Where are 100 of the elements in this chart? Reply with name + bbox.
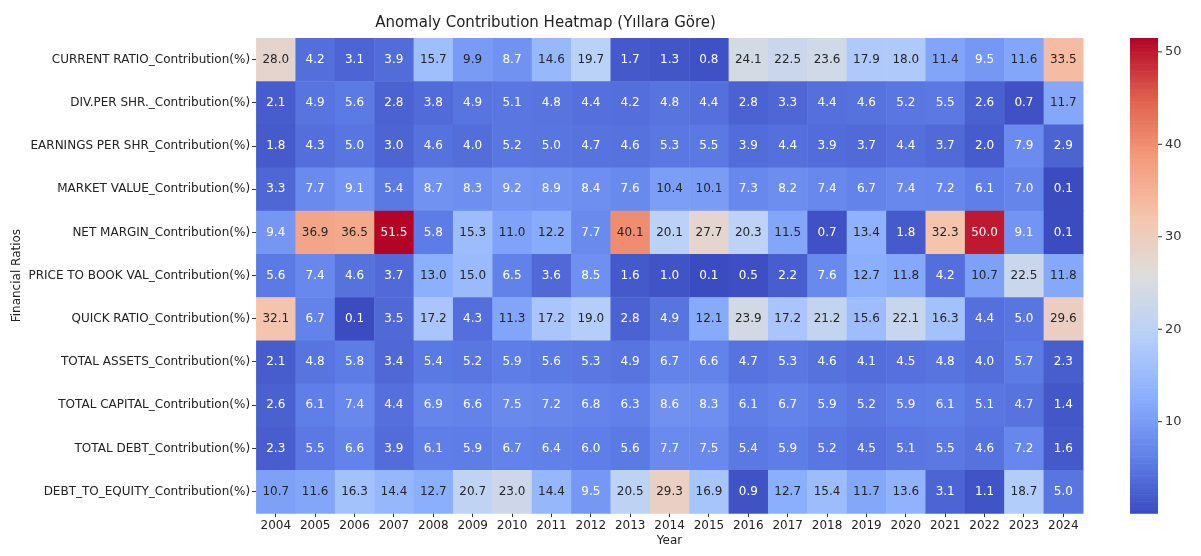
data-label: 40.1 xyxy=(616,224,644,239)
data-label: 33.5 xyxy=(1049,51,1077,66)
data-label: 8.2 xyxy=(778,181,798,196)
data-label: 50.0 xyxy=(971,224,998,239)
data-label: 0.9 xyxy=(738,483,758,498)
data-label: 9.1 xyxy=(1014,224,1034,239)
data-label: 5.6 xyxy=(344,94,365,109)
data-label: 4.4 xyxy=(975,310,995,325)
data-label: 20.1 xyxy=(656,224,683,239)
data-label: 1.1 xyxy=(975,483,995,498)
color-bar-label: 10 xyxy=(1165,413,1182,429)
data-label: 4.0 xyxy=(975,354,995,369)
data-label: 4.0 xyxy=(463,138,483,153)
data-label: 1.8 xyxy=(896,224,916,239)
data-label: 7.7 xyxy=(305,181,325,196)
data-label: 1.7 xyxy=(620,51,640,66)
data-label: 3.9 xyxy=(817,138,837,153)
data-label: 15.6 xyxy=(853,310,880,325)
data-label: 5.3 xyxy=(659,138,680,153)
data-label: 2.2 xyxy=(778,267,798,282)
data-label: 9.5 xyxy=(581,483,601,498)
data-label: 6.1 xyxy=(305,397,325,412)
data-label: 7.7 xyxy=(581,224,601,239)
data-label: 4.7 xyxy=(738,354,758,369)
data-label: 3.3 xyxy=(778,94,798,109)
data-label: 4.5 xyxy=(896,354,916,369)
data-label: 3.0 xyxy=(384,138,404,153)
data-label: 12.7 xyxy=(774,483,802,498)
data-label: 4.6 xyxy=(620,138,640,153)
data-label: 7.6 xyxy=(620,181,640,196)
x-tick-label: 2024 xyxy=(1048,517,1079,532)
y-tick-label: DIV.PER SHR._Contribution(%) xyxy=(70,94,251,109)
data-label: 5.5 xyxy=(305,440,325,455)
y-tick-label: EARNINGS PER SHR_Contribution(%) xyxy=(30,138,251,153)
data-label: 6.5 xyxy=(502,267,522,282)
data-label: 3.8 xyxy=(423,94,443,109)
x-tick-label: 2016 xyxy=(733,517,764,532)
data-label: 14.4 xyxy=(380,483,408,498)
data-label: 16.9 xyxy=(695,483,723,498)
data-label: 36.5 xyxy=(341,224,368,239)
data-label: 2.1 xyxy=(266,354,286,369)
data-label: 3.7 xyxy=(856,138,876,153)
data-label: 9.2 xyxy=(502,181,522,196)
data-label: 2.6 xyxy=(975,94,995,109)
x-tick-label: 2008 xyxy=(418,517,449,532)
x-tick-label: 2010 xyxy=(496,517,528,532)
data-label: 0.8 xyxy=(699,51,719,66)
data-label: 20.7 xyxy=(459,483,487,498)
data-label: 4.7 xyxy=(581,138,601,153)
data-label: 5.8 xyxy=(344,354,365,369)
x-tick-label: 2006 xyxy=(339,517,370,532)
data-label: 9.4 xyxy=(266,224,286,239)
data-label: 11.7 xyxy=(1049,94,1077,109)
data-label: 0.1 xyxy=(1053,224,1073,239)
data-label: 8.7 xyxy=(423,181,443,196)
data-label: 36.9 xyxy=(301,224,329,239)
data-label: 5.8 xyxy=(423,224,443,239)
data-label: 3.4 xyxy=(384,354,404,369)
x-tick-label: 2013 xyxy=(614,517,646,532)
data-label: 4.8 xyxy=(659,94,680,109)
data-label: 2.8 xyxy=(738,94,758,109)
data-label: 8.3 xyxy=(699,397,719,412)
data-label: 3.7 xyxy=(384,267,404,282)
data-label: 2.9 xyxy=(1053,138,1073,153)
data-label: 6.1 xyxy=(935,397,955,412)
data-label: 7.4 xyxy=(305,267,325,282)
data-label: 3.5 xyxy=(384,310,404,325)
color-bar-label: 20 xyxy=(1165,320,1182,336)
data-label: 4.9 xyxy=(463,94,483,109)
data-label: 17.2 xyxy=(774,310,802,325)
data-label: 4.2 xyxy=(935,267,955,282)
data-label: 4.4 xyxy=(384,397,404,412)
data-label: 5.3 xyxy=(581,354,601,369)
data-label: 7.4 xyxy=(896,181,916,196)
data-label: 5.7 xyxy=(1014,354,1034,369)
data-label: 2.0 xyxy=(975,138,995,153)
data-label: 5.5 xyxy=(935,94,955,109)
data-label: 4.4 xyxy=(896,138,916,153)
x-tick-label: 2018 xyxy=(811,517,843,532)
data-label: 12.7 xyxy=(853,267,880,282)
x-tick-label: 2011 xyxy=(536,517,567,532)
data-label: 0.7 xyxy=(1014,94,1034,109)
data-label: 3.7 xyxy=(935,138,955,153)
y-tick-label: QUICK RATIO_Contribution(%) xyxy=(71,310,251,325)
y-tick-label: TOTAL DEBT_Contribution(%) xyxy=(73,440,251,455)
x-tick-label: 2004 xyxy=(260,517,292,532)
data-label: 6.9 xyxy=(423,397,443,412)
data-label: 5.9 xyxy=(502,354,522,369)
y-tick-label: TOTAL CAPITAL_Contribution(%) xyxy=(57,397,251,412)
y-tick-label: CURRENT RATIO_Contribution(%) xyxy=(51,51,251,66)
x-tick-label: 2019 xyxy=(851,517,882,532)
x-tick-label: 2014 xyxy=(654,517,685,532)
data-label: 20.3 xyxy=(734,224,762,239)
data-label: 4.5 xyxy=(856,440,876,455)
data-label: 6.6 xyxy=(699,354,719,369)
data-label: 19.0 xyxy=(577,310,605,325)
data-label: 5.6 xyxy=(620,440,640,455)
data-label: 6.1 xyxy=(423,440,443,455)
data-label: 1.6 xyxy=(620,267,640,282)
data-label: 10.4 xyxy=(656,181,683,196)
